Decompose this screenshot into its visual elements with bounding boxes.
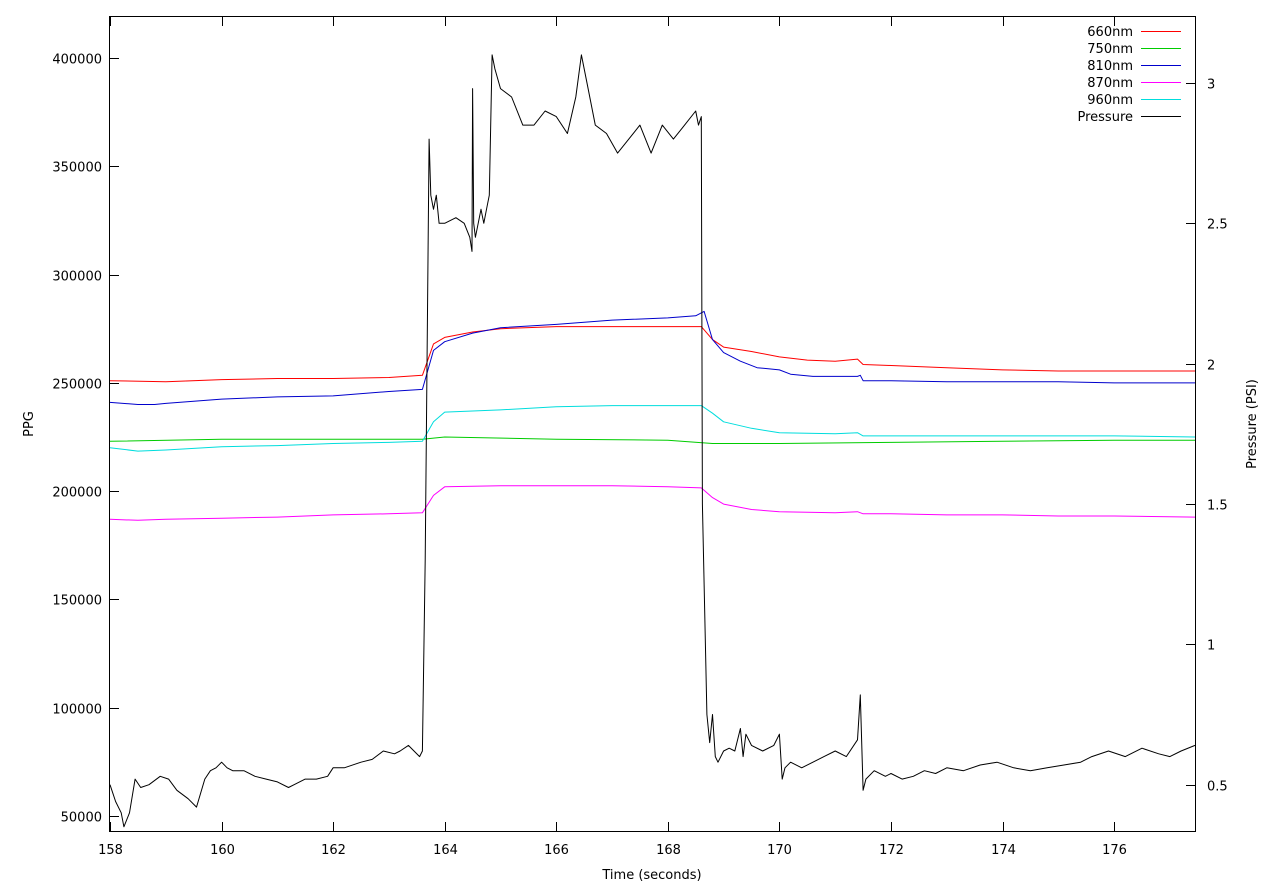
plot-frame (109, 16, 1196, 832)
y2-tick-label: 1 (1207, 639, 1215, 654)
series-line-870nm (109, 485, 1196, 521)
x-tick-label: 160 (210, 843, 235, 858)
legend-label: Pressure (1077, 110, 1133, 125)
x-tick-label: 174 (991, 843, 1016, 858)
y-tick-label: 50000 (61, 811, 102, 826)
legend-label: 660nm (1087, 25, 1133, 40)
y2-axis-label: Pressure (PSI) (1245, 379, 1260, 469)
y-tick-label: 300000 (52, 270, 102, 285)
y2-tick-label: 1.5 (1207, 499, 1228, 514)
series-line-pressure (109, 54, 1196, 828)
series-line-810nm (109, 310, 1195, 405)
y-tick-label: 250000 (52, 378, 102, 393)
y-tick-label: 150000 (52, 594, 102, 609)
y2-tick-label: 3 (1207, 78, 1215, 93)
x-tick-label: 170 (767, 843, 792, 858)
x-tick-label: 172 (879, 843, 904, 858)
x-tick-label: 166 (544, 843, 569, 858)
x-axis-label: Time (seconds) (601, 868, 701, 883)
x-tick-label: 168 (656, 843, 681, 858)
x-tick-label: 162 (321, 843, 346, 858)
series-line-960nm (109, 405, 1196, 452)
y2-tick-label: 2.5 (1207, 218, 1228, 233)
x-tick-label: 158 (98, 843, 123, 858)
x-tick-label: 176 (1102, 843, 1127, 858)
y-tick-label: 100000 (52, 703, 102, 718)
y-tick-label: 400000 (52, 53, 102, 68)
legend-label: 810nm (1087, 59, 1133, 74)
y2-tick-label: 2 (1207, 359, 1215, 374)
legend: 660nm 750nm 810nm 870nm 960nm Pressure (1077, 25, 1181, 125)
lines-layer (109, 54, 1196, 828)
legend-label: 870nm (1087, 76, 1133, 91)
y-tick-label: 200000 (52, 486, 102, 501)
y-tick-label: 350000 (52, 161, 102, 176)
series-line-660nm (109, 326, 1195, 383)
x-tick-label: 164 (433, 843, 458, 858)
y2-tick-label: 0.5 (1207, 780, 1228, 795)
legend-label: 750nm (1087, 42, 1133, 57)
series-line-750nm (109, 436, 1195, 444)
legend-label: 960nm (1087, 93, 1133, 108)
ticks-layer: 158 160 162 164 166 168 170 172 174 176 50000 10000… (52, 17, 1228, 858)
y-axis-label: PPG (22, 411, 37, 437)
